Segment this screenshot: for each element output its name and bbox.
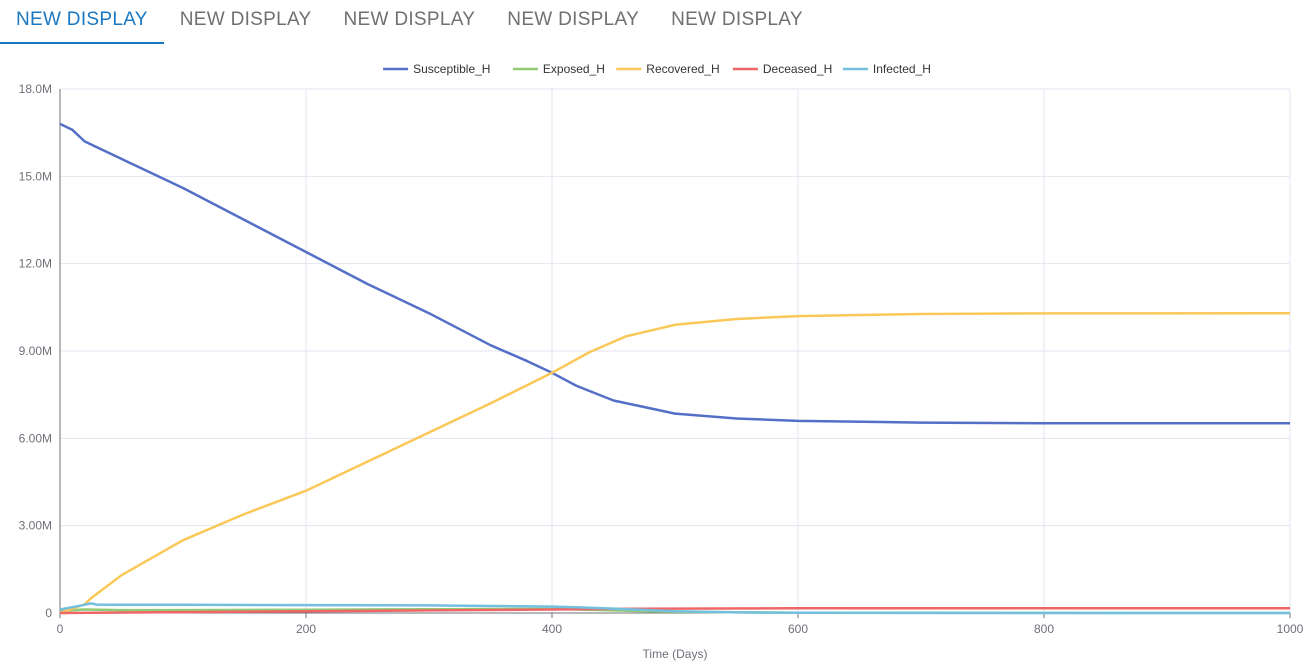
x-tick-label: 800 xyxy=(1034,622,1054,636)
legend-item-susceptible-h[interactable]: Susceptible_H xyxy=(383,62,490,76)
series-line-recovered-h xyxy=(59,311,1291,615)
x-tick-label: 0 xyxy=(57,622,64,636)
x-tick-label: 400 xyxy=(542,622,562,636)
tab-new-display-3[interactable]: NEW DISPLAY xyxy=(343,9,476,30)
legend-label: Deceased_H xyxy=(763,62,832,76)
legend-item-infected-h[interactable]: Infected_H xyxy=(842,62,931,76)
legend-label: Infected_H xyxy=(873,62,931,76)
y-tick-label: 9.00M xyxy=(19,344,52,358)
legend-label: Recovered_H xyxy=(646,62,719,76)
series-lines xyxy=(59,122,1291,615)
axes: 0 3.00M 6.00M 9.00M 12.0M 15.0M 18.0M 0 200 400 60… xyxy=(19,82,1304,636)
tab-new-display-5[interactable]: NEW DISPLAY xyxy=(671,9,803,30)
chart-canvas: 0 3.00M 6.00M 9.00M 12.0M 15.0M 18.0M 0 200 400 60… xyxy=(19,62,1304,661)
line-chart: 0 3.00M 6.00M 9.00M 12.0M 15.0M 18.0M 0 200 400 60… xyxy=(0,50,1306,668)
y-tick-label: 18.0M xyxy=(19,82,52,96)
legend-label: Exposed_H xyxy=(543,62,605,76)
display-tabs: NEW DISPLAY NEW DISPLAY NEW DISPLAY NEW … xyxy=(0,0,1306,46)
x-tick-label: 600 xyxy=(788,622,808,636)
y-tick-label: 3.00M xyxy=(19,519,52,533)
x-axis-label: Time (Days) xyxy=(643,647,708,661)
legend-label: Susceptible_H xyxy=(413,62,490,76)
series-line-susceptible-h xyxy=(59,122,1290,425)
series-line-deceased-h xyxy=(59,606,1290,615)
tab-new-display-4[interactable]: NEW DISPLAY xyxy=(507,9,640,30)
legend: Susceptible_H Exposed_H Recovered_H Decease… xyxy=(383,62,931,76)
y-tick-label: 6.00M xyxy=(19,431,52,445)
series-line-infected-h xyxy=(59,602,1290,615)
legend-item-exposed-h[interactable]: Exposed_H xyxy=(512,62,605,76)
legend-item-deceased-h[interactable]: Deceased_H xyxy=(732,62,832,76)
y-tick-label: 15.0M xyxy=(19,169,52,183)
x-tick-label: 1000 xyxy=(1277,622,1304,636)
x-tick-label: 200 xyxy=(296,622,316,636)
legend-item-recovered-h[interactable]: Recovered_H xyxy=(616,62,720,76)
tab-new-display-2[interactable]: NEW DISPLAY xyxy=(179,9,312,30)
y-tick-label: 12.0M xyxy=(19,257,52,271)
grid-lines xyxy=(59,88,1291,614)
tab-new-display-1[interactable]: NEW DISPLAY xyxy=(0,0,164,44)
y-tick-label: 0 xyxy=(45,606,52,620)
